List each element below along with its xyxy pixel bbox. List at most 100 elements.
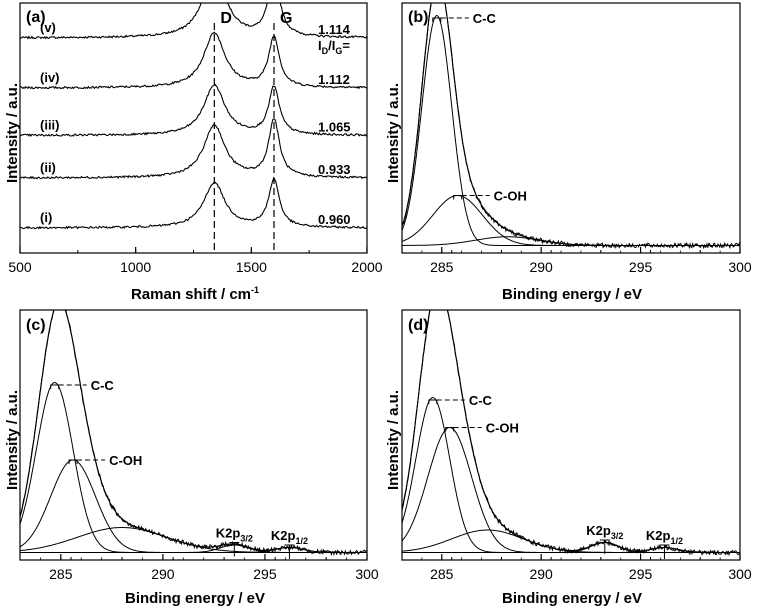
x-tick-label: 285: [430, 566, 454, 582]
k-peak-label-part-0: K2p: [646, 528, 671, 543]
x-tick-label: 300: [728, 566, 752, 582]
series-line: [20, 31, 367, 90]
plot-area: [20, 3, 367, 230]
y-axis-title: Intensity / a.u.: [385, 83, 402, 183]
x-axis-title-part-0: Raman shift / cm: [131, 286, 251, 303]
annotation-label: C-OH: [486, 421, 519, 436]
annotation-bracket: [432, 17, 442, 22]
plot-area: [20, 310, 367, 557]
component-peak: [402, 396, 740, 553]
k-peak-label-part-0: K2p: [271, 528, 296, 543]
plot-area: [402, 3, 740, 250]
k-peak-label-part-1: 1/2: [670, 536, 683, 546]
spectrum-raw: [402, 310, 740, 557]
annotation-bracket: [445, 427, 455, 432]
ratio-header-part-1: D: [322, 46, 329, 56]
x-tick-label: 500: [8, 259, 32, 275]
plot-frame: [19, 309, 368, 561]
ratio-value: 0.933: [318, 162, 351, 177]
reference-label: G: [280, 10, 292, 27]
spectrum-envelope: [20, 310, 367, 554]
x-tick-label: 300: [728, 259, 752, 275]
x-tick-label: 285: [49, 566, 73, 582]
x-tick-label: 295: [629, 566, 653, 582]
annotation-label: C-OH: [494, 189, 527, 204]
ratio-value: 1.114: [318, 22, 351, 37]
component-peak: [402, 195, 740, 246]
panel-label: (a): [26, 9, 46, 26]
x-tick-label: 285: [430, 259, 454, 275]
k-peak-label: K2p1/2: [646, 528, 683, 546]
spectrum-raw: [402, 3, 740, 250]
component-peak: [402, 236, 740, 246]
k-peak-label-part-0: K2p: [586, 523, 611, 538]
x-tick-label: 1000: [120, 259, 151, 275]
panel-label: (c): [26, 317, 46, 334]
x-axis-title: Raman shift / cm-1: [131, 285, 259, 303]
ratio-header-part-0: I: [318, 38, 322, 53]
series-line: [20, 3, 367, 40]
component-peak: [402, 547, 740, 553]
annotation-bracket: [50, 384, 60, 389]
series-label: (i): [40, 210, 52, 225]
spectrum-envelope: [402, 310, 740, 554]
series-label: (v): [40, 20, 56, 35]
component-peak: [20, 527, 367, 553]
x-tick-label: 290: [529, 259, 553, 275]
series-line: [20, 83, 367, 138]
x-axis-title-part-1: -1: [251, 285, 259, 295]
panel-label: (d): [408, 317, 428, 334]
panel-label: (b): [408, 9, 428, 26]
spectrum-envelope: [402, 3, 740, 247]
plot-frame: [401, 2, 741, 254]
component-peak: [20, 547, 367, 553]
k-peak-label-part-1: 3/2: [611, 531, 624, 541]
y-axis-title: Intensity / a.u.: [4, 83, 21, 183]
plot-frame: [401, 309, 741, 561]
y-axis-title: Intensity / a.u.: [385, 390, 402, 490]
k-peak-label-part-0: K2p: [216, 526, 241, 541]
x-tick-label: 1500: [236, 259, 267, 275]
k-peak-marker: [659, 544, 670, 559]
panel-2: 285 290 295 300 Binding energy / eV Intensity…: [4, 309, 379, 607]
k-peak-label-part-1: 1/2: [295, 536, 308, 546]
series-label: (ii): [40, 160, 56, 175]
k-peak-marker: [599, 539, 610, 554]
annotation-label: C-C: [91, 378, 115, 393]
annotation-label: C-C: [469, 393, 493, 408]
series-line: [20, 176, 367, 230]
component-peak: [402, 14, 740, 246]
x-axis-title: Binding energy / eV: [125, 590, 265, 607]
component-peak: [20, 381, 367, 553]
series-line: [20, 118, 367, 180]
ratio-header: ID/IG=: [318, 38, 350, 56]
component-peak: [402, 427, 740, 553]
series-label: (iv): [40, 70, 60, 85]
y-axis-title: Intensity / a.u.: [4, 390, 21, 490]
panel-0: 500 1000 1500 2000 Raman shift / cm-1 Intensi…: [4, 2, 383, 303]
annotation-bracket: [428, 399, 438, 404]
x-axis-title: Binding energy / eV: [502, 590, 642, 607]
plot-area: [402, 310, 740, 557]
reference-label: D: [220, 10, 232, 27]
x-tick-label: 295: [253, 566, 277, 582]
x-tick-label: 300: [355, 566, 379, 582]
ratio-header-part-2: /I: [328, 38, 335, 53]
ratio-header-part-4: =: [342, 38, 350, 53]
ratio-value: 1.112: [318, 72, 350, 87]
annotation-bracket: [68, 459, 78, 464]
x-tick-label: 290: [529, 566, 553, 582]
x-axis-title: Binding energy / eV: [502, 286, 642, 303]
annotation-bracket: [453, 195, 463, 200]
k-peak-label: K2p3/2: [216, 526, 253, 544]
x-tick-label: 290: [151, 566, 175, 582]
panel-3: 285 290 295 300 Binding energy / eV Intensity…: [385, 309, 752, 607]
k-peak-label: K2p3/2: [586, 523, 623, 541]
k-peak-marker: [284, 544, 295, 559]
k-peak-marker: [229, 542, 240, 557]
annotation-label: C-C: [473, 11, 497, 26]
series-label: (iii): [40, 118, 60, 133]
ratio-header-part-3: G: [335, 46, 342, 56]
component-peak: [402, 529, 740, 553]
